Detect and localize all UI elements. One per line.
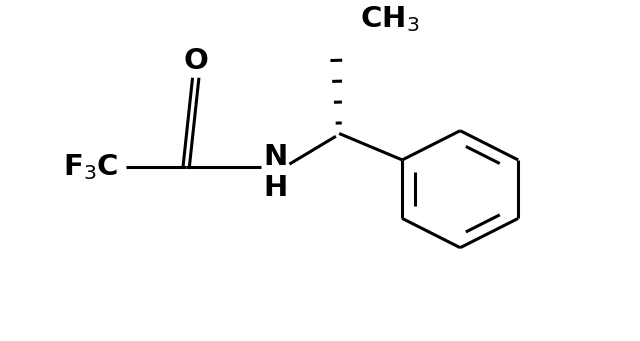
Text: F$_3$C: F$_3$C	[63, 152, 118, 182]
Text: O: O	[183, 47, 208, 75]
Text: N: N	[263, 143, 287, 171]
Text: H: H	[263, 174, 287, 202]
Text: CH$_3$: CH$_3$	[360, 4, 420, 34]
